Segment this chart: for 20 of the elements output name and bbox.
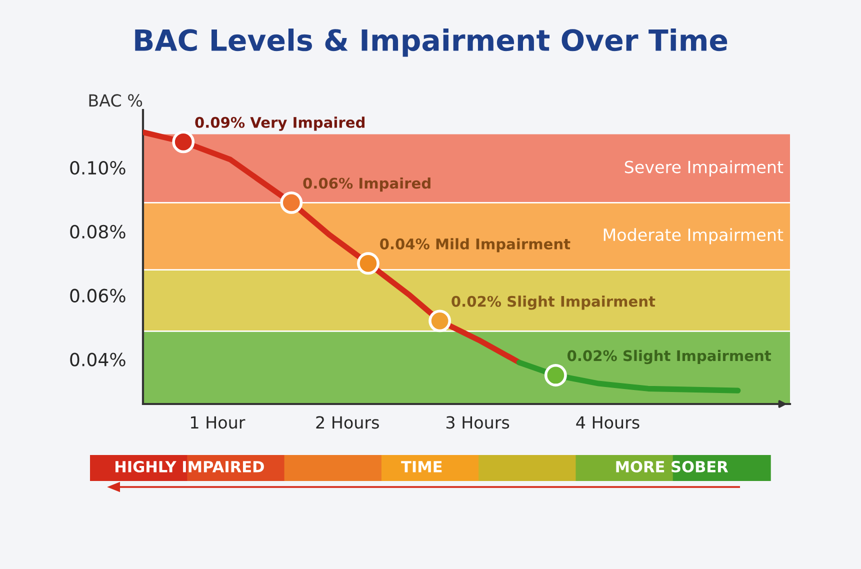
text: TIME xyxy=(401,461,442,472)
annotation: 0.02% Slight Impairment xyxy=(452,296,656,310)
y-tick-label: 0.06% xyxy=(70,288,126,302)
annotation: 0.06% Impaired xyxy=(303,177,430,192)
x-tick-label: 2 Hours xyxy=(316,416,379,429)
x-tick-label: 1 Hour xyxy=(191,416,246,429)
y-axis-title: BAC % xyxy=(89,94,142,107)
band-label: Severe Impairment xyxy=(624,160,784,177)
annotation: 0.02% Slight Impairment xyxy=(567,350,772,364)
x-tick-label: 3 Hours xyxy=(446,416,510,429)
band-label: Moderate Impairment xyxy=(604,228,784,244)
annotation: 0.04% Mild Impairment xyxy=(380,238,570,252)
text: MORE SOBER xyxy=(616,460,728,472)
text: HIGHLY IMPAIRED xyxy=(116,460,264,472)
annotation: 0.09% Very Impaired xyxy=(195,116,364,131)
x-tick-label: 4 Hours xyxy=(576,416,640,429)
chart-title: BAC Levels & Impairment Over Time xyxy=(135,28,728,57)
y-tick-label: 0.10% xyxy=(70,160,126,175)
y-tick-label: 0.08% xyxy=(70,224,126,239)
y-tick-label: 0.04% xyxy=(70,352,126,366)
